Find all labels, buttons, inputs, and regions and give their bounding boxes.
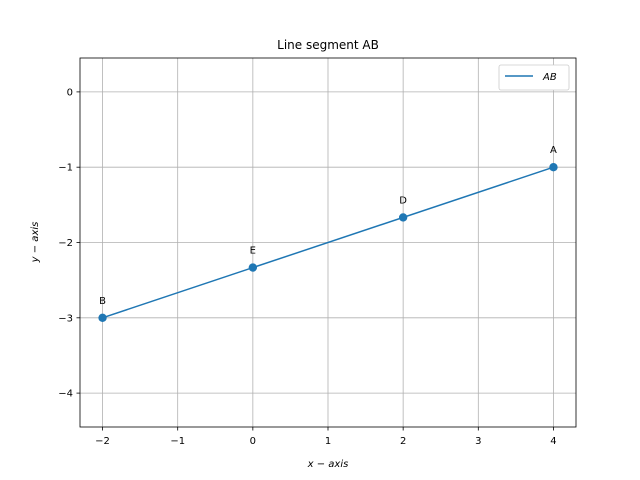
y-tick-label: 0 — [67, 87, 73, 98]
point-marker-e — [248, 263, 258, 272]
x-tick-label: −1 — [170, 436, 185, 447]
x-tick-label: 3 — [475, 436, 481, 447]
series-layer — [102, 166, 554, 319]
point-label-b: B — [99, 296, 106, 307]
y-tick-label: −4 — [58, 389, 73, 400]
legend-label: AB — [542, 72, 557, 83]
y-tick-label: −2 — [58, 238, 73, 249]
point-label-d: D — [399, 195, 407, 206]
x-tick-label: −2 — [95, 436, 110, 447]
point-layer: A B D E — [98, 145, 558, 323]
tick-layer: −2 −1 0 1 2 3 4 0 −1 −2 −3 −4 — [58, 87, 556, 447]
point-marker-b — [98, 313, 107, 323]
point-label-a: A — [550, 145, 557, 156]
x-axis-label: x − axis — [307, 459, 349, 470]
series-line-ab — [102, 166, 554, 319]
x-tick-label: 1 — [325, 436, 331, 447]
x-tick-label: 4 — [550, 436, 556, 447]
point-marker-a — [549, 162, 558, 172]
chart-title: Line segment AB — [277, 38, 379, 52]
x-tick-label: 2 — [400, 436, 406, 447]
y-tick-label: −3 — [58, 313, 73, 324]
y-axis-label: y − axis — [30, 222, 41, 264]
point-marker-d — [398, 213, 408, 222]
legend-box — [498, 64, 570, 91]
legend: AB — [498, 64, 570, 91]
x-tick-label: 0 — [250, 436, 256, 447]
point-label-e: E — [250, 246, 256, 257]
y-tick-label: −1 — [58, 163, 73, 174]
